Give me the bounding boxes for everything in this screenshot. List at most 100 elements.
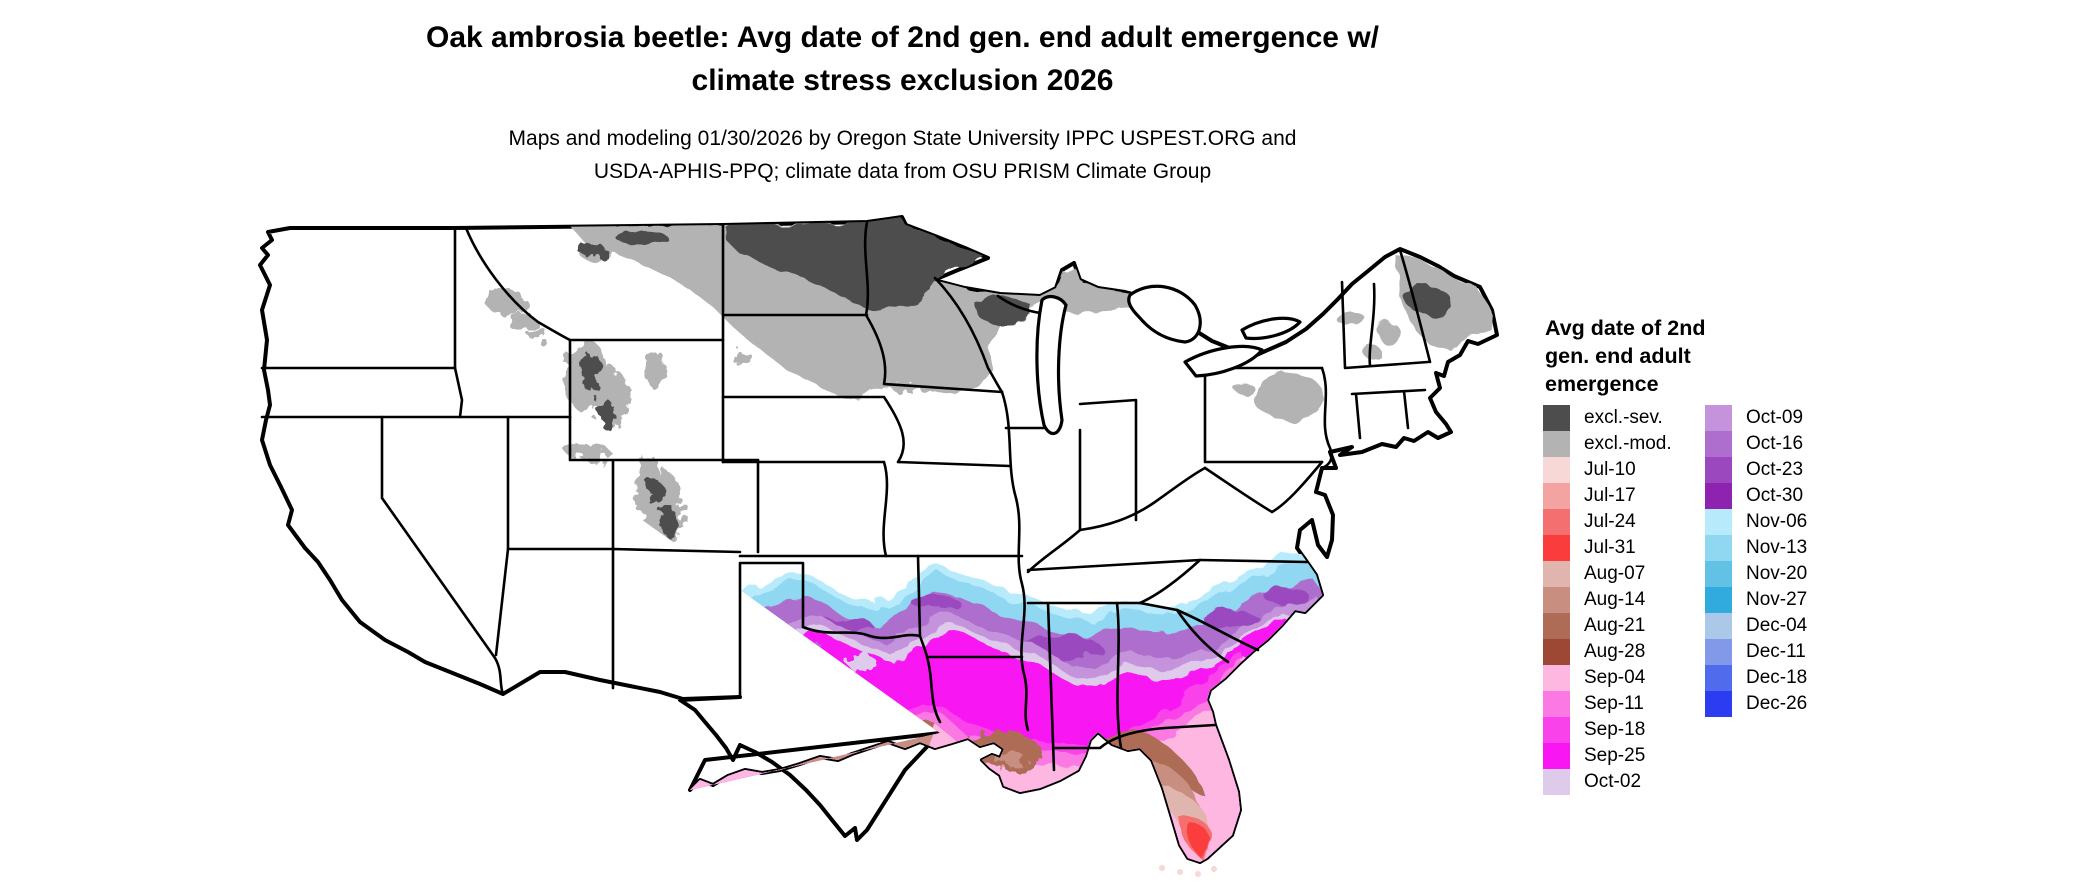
legend-row: Dec-18	[1705, 665, 1807, 691]
lake-huron	[1127, 284, 1202, 344]
great-lakes	[1035, 284, 1302, 435]
legend-swatch	[1705, 587, 1732, 613]
legend-label: Sep-18	[1584, 719, 1646, 740]
legend-label: Jul-10	[1584, 459, 1636, 480]
legend-row: Nov-13	[1705, 535, 1807, 561]
legend-swatch	[1543, 535, 1570, 561]
legend-label: Aug-07	[1584, 563, 1646, 584]
legend-swatch	[1543, 639, 1570, 665]
legend-row: Sep-11	[1543, 691, 1672, 717]
legend-label: Jul-17	[1584, 485, 1636, 506]
legend-label: Aug-21	[1584, 615, 1646, 636]
legend-swatch	[1705, 535, 1732, 561]
legend-label: Dec-18	[1746, 667, 1808, 688]
legend-label: Dec-26	[1746, 693, 1808, 714]
legend-swatch	[1705, 561, 1732, 587]
legend-row: Jul-31	[1543, 535, 1672, 561]
map-subtitle-line2: USDA-APHIS-PPQ; climate data from OSU PR…	[593, 160, 1212, 183]
legend-swatch	[1543, 743, 1570, 769]
legend-label: Nov-27	[1746, 589, 1808, 610]
legend-row: Nov-27	[1705, 587, 1807, 613]
legend-label: Jul-31	[1584, 537, 1636, 558]
legend-swatch	[1705, 613, 1732, 639]
map-title-line2: climate stress exclusion 2026	[691, 64, 1114, 97]
legend-label: Sep-04	[1584, 667, 1646, 688]
legend-label: Oct-30	[1746, 485, 1804, 506]
legend-label: Sep-11	[1584, 693, 1644, 714]
legend-label: Nov-06	[1746, 511, 1808, 532]
legend-row: Aug-28	[1543, 639, 1672, 665]
legend-label: Dec-11	[1746, 641, 1806, 662]
lake-erie	[1183, 344, 1264, 378]
legend-row: Aug-14	[1543, 587, 1672, 613]
north-exclusion-grays	[570, 218, 1494, 420]
legend-label: excl.-sev.	[1584, 407, 1663, 428]
legend-swatch	[1543, 509, 1570, 535]
legend-row: Nov-20	[1705, 561, 1807, 587]
legend-row: Aug-07	[1543, 561, 1672, 587]
legend-swatch	[1543, 431, 1570, 457]
map-title: Oak ambrosia beetle: Avg date of 2nd gen…	[0, 16, 1805, 102]
legend-label: Nov-20	[1746, 563, 1808, 584]
legend-swatch	[1543, 691, 1570, 717]
legend-row: Oct-02	[1543, 769, 1672, 795]
legend-swatch	[1543, 769, 1570, 795]
legend-label: Oct-09	[1746, 407, 1804, 428]
legend-row: Jul-10	[1543, 457, 1672, 483]
legend-row: Aug-21	[1543, 613, 1672, 639]
legend-label: Dec-04	[1746, 615, 1808, 636]
legend-label: Nov-13	[1746, 537, 1808, 558]
legend-swatch	[1543, 665, 1570, 691]
legend-swatch	[1543, 561, 1570, 587]
legend-swatch	[1705, 509, 1732, 535]
legend-swatch	[1543, 457, 1570, 483]
legend-row: Dec-04	[1705, 613, 1807, 639]
legend-title: Avg date of 2nd gen. end adult emergence	[1545, 316, 1706, 396]
map-subtitle: Maps and modeling 01/30/2026 by Oregon S…	[0, 122, 1805, 188]
legend-row: Oct-23	[1705, 457, 1807, 483]
legend-label: Oct-16	[1746, 433, 1804, 454]
legend-swatch	[1543, 717, 1570, 743]
legend-label: Aug-28	[1584, 641, 1646, 662]
legend-swatch	[1543, 587, 1570, 613]
legend-swatch	[1705, 405, 1732, 431]
legend-swatch	[1705, 691, 1732, 717]
state-borders	[260, 220, 1432, 772]
legend-swatch	[1705, 639, 1732, 665]
legend-row: Sep-04	[1543, 665, 1672, 691]
legend-swatch	[1705, 457, 1732, 483]
legend-row: Nov-06	[1705, 509, 1807, 535]
legend-row: excl.-sev.	[1543, 405, 1672, 431]
legend-swatch	[1705, 665, 1732, 691]
legend-label: Aug-14	[1584, 589, 1646, 610]
legend-label: Oct-02	[1584, 771, 1642, 792]
legend-row: excl.-mod.	[1543, 431, 1672, 457]
legend-row: Oct-16	[1705, 431, 1807, 457]
legend-swatch	[1543, 405, 1570, 431]
legend-row: Jul-24	[1543, 509, 1672, 535]
map-title-line1: Oak ambrosia beetle: Avg date of 2nd gen…	[425, 21, 1379, 54]
legend-label: Sep-25	[1584, 745, 1646, 766]
legend-row: Oct-30	[1705, 483, 1807, 509]
legend-row: Dec-11	[1705, 639, 1807, 665]
legend-swatch	[1543, 613, 1570, 639]
legend-row: Dec-26	[1705, 691, 1807, 717]
florida-keys	[1159, 865, 1217, 877]
legend-swatch	[1705, 483, 1732, 509]
lake-michigan	[1035, 294, 1068, 435]
legend-column-2: Oct-09 Oct-16 Oct-23 Oct-30 Nov-06 Nov-13 Nov-…	[1705, 405, 1807, 717]
legend-row: Sep-18	[1543, 717, 1672, 743]
legend-label: Jul-24	[1584, 511, 1636, 532]
legend-label: Oct-23	[1746, 459, 1804, 480]
lake-ontario	[1240, 316, 1302, 341]
legend-row: Sep-25	[1543, 743, 1672, 769]
legend-swatch	[1705, 431, 1732, 457]
legend-swatch	[1543, 483, 1570, 509]
legend-column-1: excl.-sev. excl.-mod. Jul-10 Jul-17 Jul-24 Ju…	[1543, 405, 1672, 795]
legend-row: Oct-09	[1705, 405, 1807, 431]
map-subtitle-line1: Maps and modeling 01/30/2026 by Oregon S…	[508, 127, 1297, 150]
legend-row: Jul-17	[1543, 483, 1672, 509]
legend-label: excl.-mod.	[1584, 433, 1672, 454]
